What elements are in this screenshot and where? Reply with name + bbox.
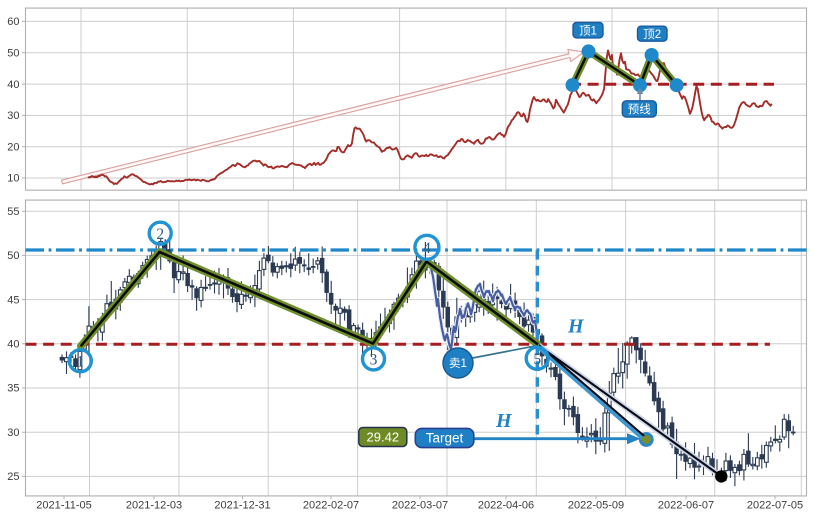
svg-text:2022-02-07: 2022-02-07: [303, 500, 359, 512]
svg-text:10: 10: [7, 173, 19, 185]
svg-text:1: 1: [76, 353, 84, 370]
svg-text:4: 4: [423, 240, 431, 257]
svg-text:顶1: 顶1: [579, 24, 597, 37]
svg-text:预线: 预线: [628, 102, 651, 116]
svg-text:H: H: [567, 316, 585, 338]
svg-text:Target: Target: [426, 431, 464, 446]
svg-text:2022-04-06: 2022-04-06: [478, 500, 534, 512]
svg-text:29.42: 29.42: [367, 430, 400, 445]
svg-text:2: 2: [156, 226, 164, 243]
svg-text:50: 50: [7, 47, 19, 59]
svg-text:30: 30: [7, 427, 19, 439]
svg-text:卖1: 卖1: [449, 357, 467, 370]
svg-text:40: 40: [7, 79, 19, 91]
svg-text:顶2: 顶2: [643, 28, 661, 41]
svg-text:2021-11-05: 2021-11-05: [36, 500, 91, 512]
svg-text:2021-12-03: 2021-12-03: [126, 500, 182, 512]
svg-text:60: 60: [7, 16, 19, 28]
svg-text:40: 40: [7, 339, 19, 351]
svg-text:5: 5: [533, 351, 541, 368]
svg-text:20: 20: [7, 141, 19, 153]
svg-text:H: H: [495, 410, 513, 432]
svg-text:45: 45: [7, 294, 19, 306]
svg-text:2022-03-07: 2022-03-07: [392, 500, 448, 512]
svg-text:2022-07-05: 2022-07-05: [747, 500, 803, 512]
svg-text:30: 30: [7, 110, 19, 122]
svg-text:2022-06-07: 2022-06-07: [658, 500, 714, 512]
svg-text:2021-12-31: 2021-12-31: [214, 500, 270, 512]
svg-text:2022-05-09: 2022-05-09: [568, 500, 624, 512]
svg-text:35: 35: [7, 383, 19, 395]
svg-text:50: 50: [7, 250, 19, 262]
svg-text:3: 3: [370, 352, 378, 369]
svg-text:55: 55: [7, 206, 19, 218]
svg-text:25: 25: [7, 471, 19, 483]
